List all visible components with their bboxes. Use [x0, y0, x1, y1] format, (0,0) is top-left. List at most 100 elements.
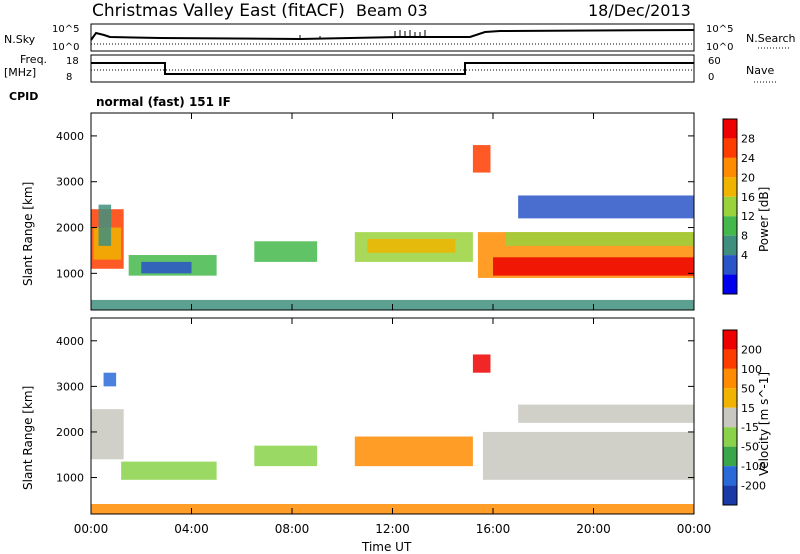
xaxis-label: Time UT	[361, 540, 412, 554]
velocity-ylabel: Slant Range [km]	[21, 386, 35, 490]
power-colorbar-swatch	[723, 138, 737, 158]
power-colorbar-swatch	[723, 177, 737, 197]
ytick-label: 1000	[56, 472, 84, 485]
nsky-tick-top: 10^5	[52, 24, 79, 35]
power-colorbar-tick: 4	[741, 249, 748, 262]
power-region-2	[98, 204, 112, 246]
velocity-colorbar-swatch	[723, 388, 737, 408]
ytick-label: 2000	[56, 222, 84, 235]
nsky-label: N.Sky	[4, 33, 36, 46]
power-colorbar-swatch	[723, 274, 737, 294]
cpid-label: CPID	[9, 90, 38, 103]
power-colorbar: 28 24 20 16 12 8 4 Power [dB]	[722, 118, 771, 295]
velocity-colorbar-tick: 50	[741, 382, 755, 395]
power-region-4	[141, 261, 192, 274]
ytick-label: 4000	[56, 130, 84, 143]
freq-panel	[90, 54, 695, 83]
velocity-colorbar-label: Velocity [m s^-1]	[757, 372, 771, 476]
power-colorbar-tick: 12	[741, 210, 755, 223]
velocity-colorbar-swatches	[722, 329, 738, 506]
velocity-region-4	[354, 436, 473, 467]
power-colorbar-tick: 24	[741, 152, 755, 165]
velocity-colorbar-swatch	[723, 330, 737, 350]
nsky-tick-bottom: 10^0	[52, 42, 79, 53]
power-panel: 1000 2000 3000 4000 Slant Range [km]	[21, 112, 695, 311]
ytick-label: 3000	[56, 380, 84, 393]
velocity-colorbar-swatch	[723, 466, 737, 486]
velocity-colorbar-swatch	[723, 349, 737, 369]
power-colorbar-tick: 20	[741, 171, 755, 184]
velocity-colorbar-swatch	[723, 485, 737, 505]
time-xticks: 00:00 04:00 08:00 12:00 16:00 20:00 00:00	[74, 113, 712, 536]
site-title: Christmas Valley East (fitACF)	[92, 1, 345, 21]
velocity-colorbar-swatch	[723, 368, 737, 389]
nsky-panel	[90, 23, 695, 52]
power-colorbar-tick: 8	[741, 230, 748, 243]
power-colorbar-ticks: 28 24 20 16 12 8 4	[741, 132, 755, 262]
ytick-label: 1000	[56, 267, 84, 280]
velocity-colorbar-tick: -50	[741, 441, 759, 454]
velocity-colorbar-tick: -100	[741, 460, 766, 473]
freq-label: Freq.	[20, 53, 47, 66]
velocity-region-5	[472, 354, 491, 373]
nave-label: Nave	[746, 64, 774, 77]
freq-tick-top: 18	[66, 56, 79, 67]
power-colorbar-tick: 28	[741, 132, 755, 145]
velocity-colorbar-ticks: 200 100 50 15 -15 -50 -100 -200	[741, 343, 766, 492]
nsearch-label: N.Search	[746, 32, 796, 45]
power-colorbar-swatch	[723, 196, 737, 217]
power-colorbar-swatch	[723, 255, 737, 275]
ytick-label: 3000	[56, 176, 84, 189]
power-colorbar-swatch	[723, 216, 737, 236]
nsearch-tick-bottom: 10^0	[706, 42, 733, 53]
xtick-label: 00:00	[74, 522, 109, 536]
power-region-11	[505, 232, 694, 246]
velocity-data-regions	[91, 354, 694, 514]
power-colorbar-swatch	[723, 157, 737, 178]
velocity-region-6	[482, 431, 694, 480]
power-colorbar-frame	[722, 118, 738, 295]
velocity-colorbar-tick: -15	[741, 421, 759, 434]
velocity-region-3	[254, 445, 318, 467]
xtick-label: 20:00	[576, 522, 611, 536]
power-region-10	[493, 257, 694, 276]
nave-tick-top: 60	[708, 56, 721, 67]
xtick-label: 04:00	[174, 522, 209, 536]
nave-tick-bottom: 0	[708, 72, 714, 83]
power-colorbar-swatch	[723, 235, 737, 256]
power-ylabel: Slant Range [km]	[21, 182, 35, 286]
velocity-colorbar-frame	[722, 329, 738, 506]
velocity-panel: 1000 2000 3000 4000 00:00 04:00 08:00 12:00 16:…	[21, 113, 711, 554]
freq-tick-bottom: 8	[66, 72, 72, 83]
ytick-label: 4000	[56, 335, 84, 348]
velocity-colorbar-tick: -200	[741, 480, 766, 493]
velocity-colorbar-swatch	[723, 427, 737, 447]
nsky-trace	[90, 29, 695, 41]
velocity-region-0	[91, 409, 124, 460]
power-colorbar-label: Power [dB]	[757, 187, 771, 252]
nsky-spikes	[299, 30, 426, 39]
velocity-colorbar-tick: 100	[741, 363, 762, 376]
velocity-colorbar: 200 100 50 15 -15 -50 -100 -200 Velocity [m s^-…	[722, 329, 771, 506]
power-colorbar-swatch	[723, 119, 737, 139]
nsearch-tick-top: 10^5	[706, 24, 733, 35]
velocity-colorbar-swatch	[723, 446, 737, 467]
power-region-7	[367, 238, 456, 253]
velocity-region-1	[103, 372, 117, 387]
power-data-regions	[91, 145, 694, 310]
cpid-value: normal (fast) 151 IF	[96, 95, 231, 109]
velocity-colorbar-tick: 200	[741, 343, 762, 356]
power-colorbar-tick: 16	[741, 191, 755, 204]
velocity-region-2	[121, 461, 217, 480]
xtick-label: 08:00	[275, 522, 310, 536]
velocity-region-7	[518, 404, 694, 423]
velocity-colorbar-swatch	[723, 407, 737, 428]
power-yticks: 1000 2000 3000 4000	[56, 130, 694, 280]
power-region-8	[472, 145, 491, 173]
freq-unit: [MHz]	[4, 66, 36, 79]
beam-label: Beam 03	[356, 1, 428, 20]
xtick-label: 00:00	[677, 522, 712, 536]
freq-trace	[91, 62, 694, 75]
date-label: 18/Dec/2013	[588, 1, 691, 20]
